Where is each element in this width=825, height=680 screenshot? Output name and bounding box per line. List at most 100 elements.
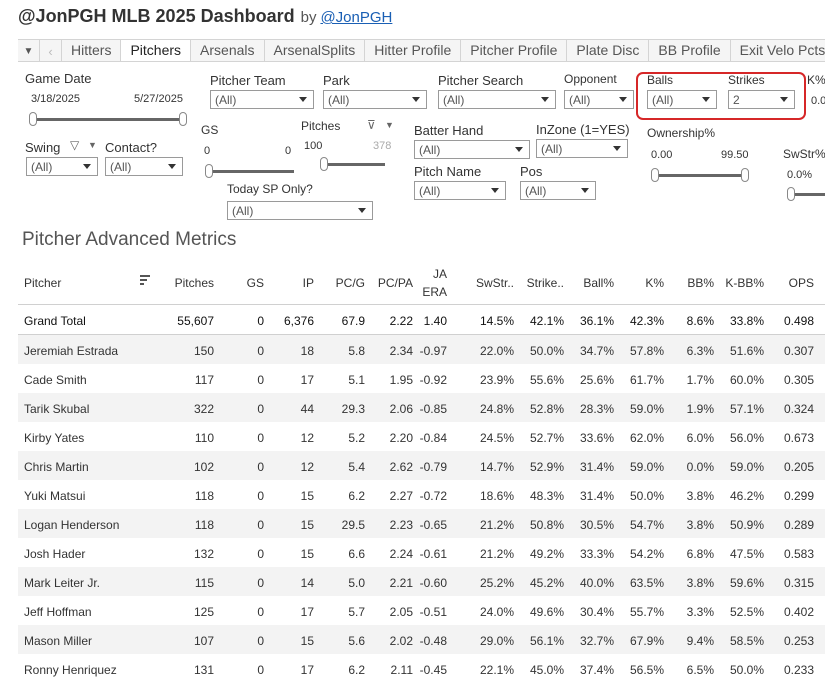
table-row[interactable]: Josh Hader 132 0 15 6.6 2.24 -0.61 21.2% 49.2% 33… [18, 538, 825, 567]
table-row[interactable]: Jeff Hoffman 125 0 17 5.7 2.05 -0.51 24.0% 49.6%… [18, 596, 825, 625]
cell-pc-g: 6.6 [348, 547, 365, 561]
cell-bb: 3.8% [686, 518, 714, 532]
table-row[interactable]: Tarik Skubal 322 0 44 29.3 2.06 -0.85 24.8% 52.8… [18, 393, 825, 422]
tab-plate-disc[interactable]: Plate Disc [567, 40, 650, 61]
pitches-slider[interactable] [325, 163, 385, 166]
cell-pc-g: 29.5 [341, 518, 365, 532]
cell-swstr: 24.8% [479, 402, 514, 416]
today-sp-dropdown[interactable]: (All) [227, 201, 373, 220]
game-date-end: 5/27/2025 [134, 93, 183, 105]
swing-dropdown[interactable]: (All) [26, 157, 98, 176]
cell-pc-g: 6.2 [348, 489, 365, 503]
pitcher-search-dropdown[interactable]: (All) [438, 90, 556, 109]
pos-dropdown[interactable]: (All) [520, 181, 596, 200]
col-header-pitches[interactable]: Pitches [174, 276, 214, 290]
contact-dropdown[interactable]: (All) [105, 157, 183, 176]
game-date-slider-start-handle[interactable] [29, 112, 37, 126]
table-row[interactable]: Chris Martin 102 0 12 5.4 2.62 -0.79 14.7% 52.9%… [18, 451, 825, 480]
pitch-name-dropdown[interactable]: (All) [414, 181, 506, 200]
author-link[interactable]: @JonPGH [320, 9, 393, 26]
col-header-pitcher[interactable]: Pitcher [24, 276, 62, 290]
col-header-ball[interactable]: Ball% [583, 276, 614, 290]
cell-ip: 6,376 [283, 314, 314, 328]
cell-bb: 1.7% [686, 373, 714, 387]
grand-total-row[interactable]: Grand Total 55,607 0 6,376 67.9 2.22 1.40 14.5%… [18, 305, 825, 335]
inzone-dropdown[interactable]: (All) [536, 139, 628, 158]
table-row[interactable]: Cade Smith 117 0 17 5.1 1.95 -0.92 23.9% 55.6% 25… [18, 364, 825, 393]
tab-menu-icon[interactable]: ▼ [18, 40, 40, 61]
swstr-slider-handle[interactable] [787, 187, 795, 201]
filter-menu-chevron-icon[interactable]: ▼ [88, 140, 97, 150]
game-date-slider[interactable] [34, 118, 184, 121]
cell-ops: 0.253 [783, 634, 814, 648]
gs-slider-handle[interactable] [205, 164, 213, 178]
tab-exit-velo-pcts[interactable]: Exit Velo Pcts [731, 40, 825, 61]
game-date-slider-end-handle[interactable] [179, 112, 187, 126]
table-row[interactable]: Kirby Yates 110 0 12 5.2 2.20 -0.84 24.5% 52.7% 3… [18, 422, 825, 451]
strikes-dropdown[interactable]: 2 [728, 90, 795, 109]
cell-pitcher: Tarik Skubal [24, 402, 90, 416]
pitcher-team-dropdown[interactable]: (All) [210, 90, 314, 109]
park-dropdown[interactable]: (All) [323, 90, 427, 109]
col-header-ip[interactable]: IP [302, 276, 314, 290]
table-row[interactable]: Mason Miller 107 0 15 5.6 2.02 -0.48 29.0% 56.1%… [18, 625, 825, 654]
table-row[interactable]: Ronny Henriquez 131 0 17 6.2 2.11 -0.45 22.1% 45… [18, 654, 825, 680]
table-row[interactable]: Jeremiah Estrada 150 0 18 5.8 2.34 -0.97 22.0% 5… [18, 335, 825, 364]
tab-pitcher-profile[interactable]: Pitcher Profile [461, 40, 568, 61]
park-label: Park [323, 73, 350, 88]
pitches-slider-handle[interactable] [320, 157, 328, 171]
cell-pc-g: 5.0 [348, 576, 365, 590]
cell-ball: 25.6% [579, 373, 614, 387]
tab-arsenals[interactable]: Arsenals [191, 40, 265, 61]
sort-icon[interactable] [140, 275, 150, 285]
tab-scroll-left-icon[interactable]: ‹ [40, 40, 62, 61]
table-row[interactable]: Yuki Matsui 118 0 15 6.2 2.27 -0.72 18.6% 48.3% 3… [18, 480, 825, 509]
cell-pitches: 102 [193, 460, 214, 474]
game-date-start: 3/18/2025 [31, 93, 80, 105]
filter-icon[interactable]: ▽ [70, 138, 80, 152]
col-header-ja[interactable]: JA [432, 267, 447, 281]
col-header-ops[interactable]: OPS [788, 276, 814, 290]
table-row[interactable]: Mark Leiter Jr. 115 0 14 5.0 2.21 -0.60 25.2% 45… [18, 567, 825, 596]
cell-ja-era: -0.92 [419, 373, 447, 387]
clear-filter-icon[interactable]: ⊽ [367, 118, 376, 132]
col-header-gs[interactable]: GS [246, 276, 264, 290]
col-header-swstr[interactable]: SwStr.. [475, 276, 514, 290]
cell-pc-g: 67.9 [341, 314, 365, 328]
col-header-strike[interactable]: Strike.. [526, 276, 564, 290]
tab-hitter-profile[interactable]: Hitter Profile [365, 40, 462, 61]
cell-ball: 33.3% [579, 547, 614, 561]
cell-pitches: 110 [194, 431, 214, 445]
tab-bb-profile[interactable]: BB Profile [649, 40, 731, 61]
cell-pitcher: Mark Leiter Jr. [24, 576, 101, 590]
filter-menu-chevron-icon[interactable]: ▼ [385, 120, 394, 130]
opponent-dropdown[interactable]: (All) [564, 90, 634, 109]
col-header-era[interactable]: ERA [422, 285, 447, 299]
ownership-slider[interactable] [656, 174, 746, 177]
cell-bb: 6.0% [686, 431, 714, 445]
col-header-k[interactable]: K% [645, 276, 664, 290]
cell-ja-era: -0.60 [419, 576, 447, 590]
cell-ip: 44 [300, 402, 314, 416]
ownership-slider-end-handle[interactable] [741, 168, 749, 182]
balls-dropdown[interactable]: (All) [647, 90, 717, 109]
col-header-bb[interactable]: BB% [687, 276, 714, 290]
cell-ip: 12 [300, 460, 314, 474]
batter-hand-dropdown[interactable]: (All) [414, 140, 530, 159]
cell-ball: 34.7% [579, 344, 614, 358]
tab-pitchers[interactable]: Pitchers [121, 40, 192, 61]
title-by-text: by [300, 9, 317, 26]
ownership-slider-start-handle[interactable] [651, 168, 659, 182]
gs-slider[interactable] [210, 170, 294, 173]
table-row[interactable]: Logan Henderson 118 0 15 29.5 2.23 -0.65 21.2% 5… [18, 509, 825, 538]
cell-ja-era: -0.45 [419, 663, 447, 677]
swstr-slider[interactable] [792, 193, 825, 196]
cell-gs: 0 [257, 373, 264, 387]
col-header-k-bb[interactable]: K-BB% [725, 276, 764, 290]
tab-arsenal-splits[interactable]: ArsenalSplits [265, 40, 366, 61]
col-header-pcpa[interactable]: PC/PA [377, 276, 413, 290]
tab-hitters[interactable]: Hitters [62, 40, 122, 61]
cell-k: 59.0% [629, 402, 664, 416]
cell-swstr: 14.7% [479, 460, 514, 474]
col-header-pcg[interactable]: PC/G [335, 276, 365, 290]
